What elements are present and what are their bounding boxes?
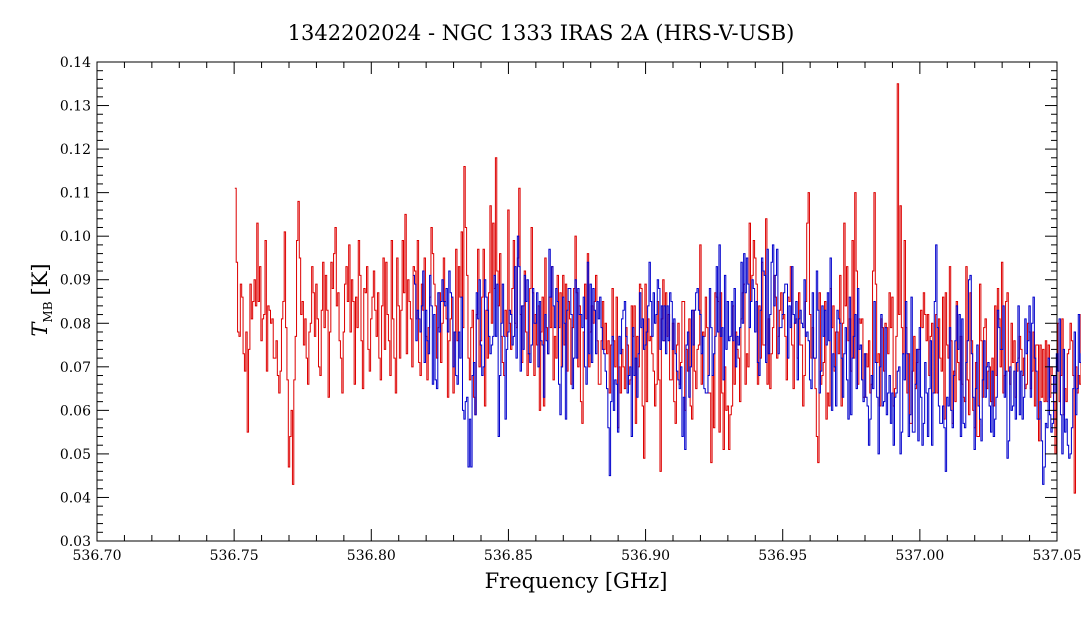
x-tick-label: 536.85 [484, 548, 533, 564]
y-tick-label: 0.11 [60, 186, 91, 202]
x-tick-label: 537.05 [1033, 548, 1081, 564]
y-tick-label: 0.13 [60, 99, 91, 115]
x-tick-label: 537.00 [895, 548, 944, 564]
y-tick-label: 0.14 [60, 55, 91, 71]
y-tick-label: 0.12 [60, 142, 91, 158]
ticks-layer: 536.70 536.75 536.80 536.85 536.90 536.95 537.… [60, 55, 1081, 564]
x-axis-title: Frequency [GHz] [485, 569, 668, 593]
y-tick-label: 0.09 [60, 273, 91, 289]
x-tick-label: 536.70 [73, 548, 122, 564]
spectrum-series-line-2 [413, 235, 1081, 485]
y-tick-label: 0.08 [60, 316, 91, 332]
series-layer [234, 83, 1081, 494]
x-tick-label: 536.80 [347, 548, 396, 564]
chart-title: 1342202024 - NGC 1333 IRAS 2A (HRS-V-USB… [288, 21, 795, 45]
y-tick-label: 0.04 [60, 490, 91, 506]
x-tick-label: 536.95 [758, 548, 807, 564]
y-tick-label: 0.05 [60, 447, 91, 463]
y-axis-title-sub: MB [41, 301, 55, 322]
spectrum-series-line-1 [234, 83, 1081, 494]
svg-text:TMB[K]: TMB [K] [28, 263, 55, 336]
x-tick-label: 536.75 [210, 548, 259, 564]
y-tick-label: 0.03 [60, 534, 91, 550]
y-tick-label: 0.10 [60, 229, 91, 245]
plot-frame [96, 61, 1058, 542]
x-tick-label: 536.90 [621, 548, 670, 564]
y-axis-title: TMB [K] [28, 263, 55, 336]
y-axis-title-main: T [28, 321, 52, 337]
y-tick-label: 0.06 [60, 403, 91, 419]
y-axis-title-unit: [K] [28, 263, 52, 295]
y-tick-label: 0.07 [60, 360, 91, 376]
